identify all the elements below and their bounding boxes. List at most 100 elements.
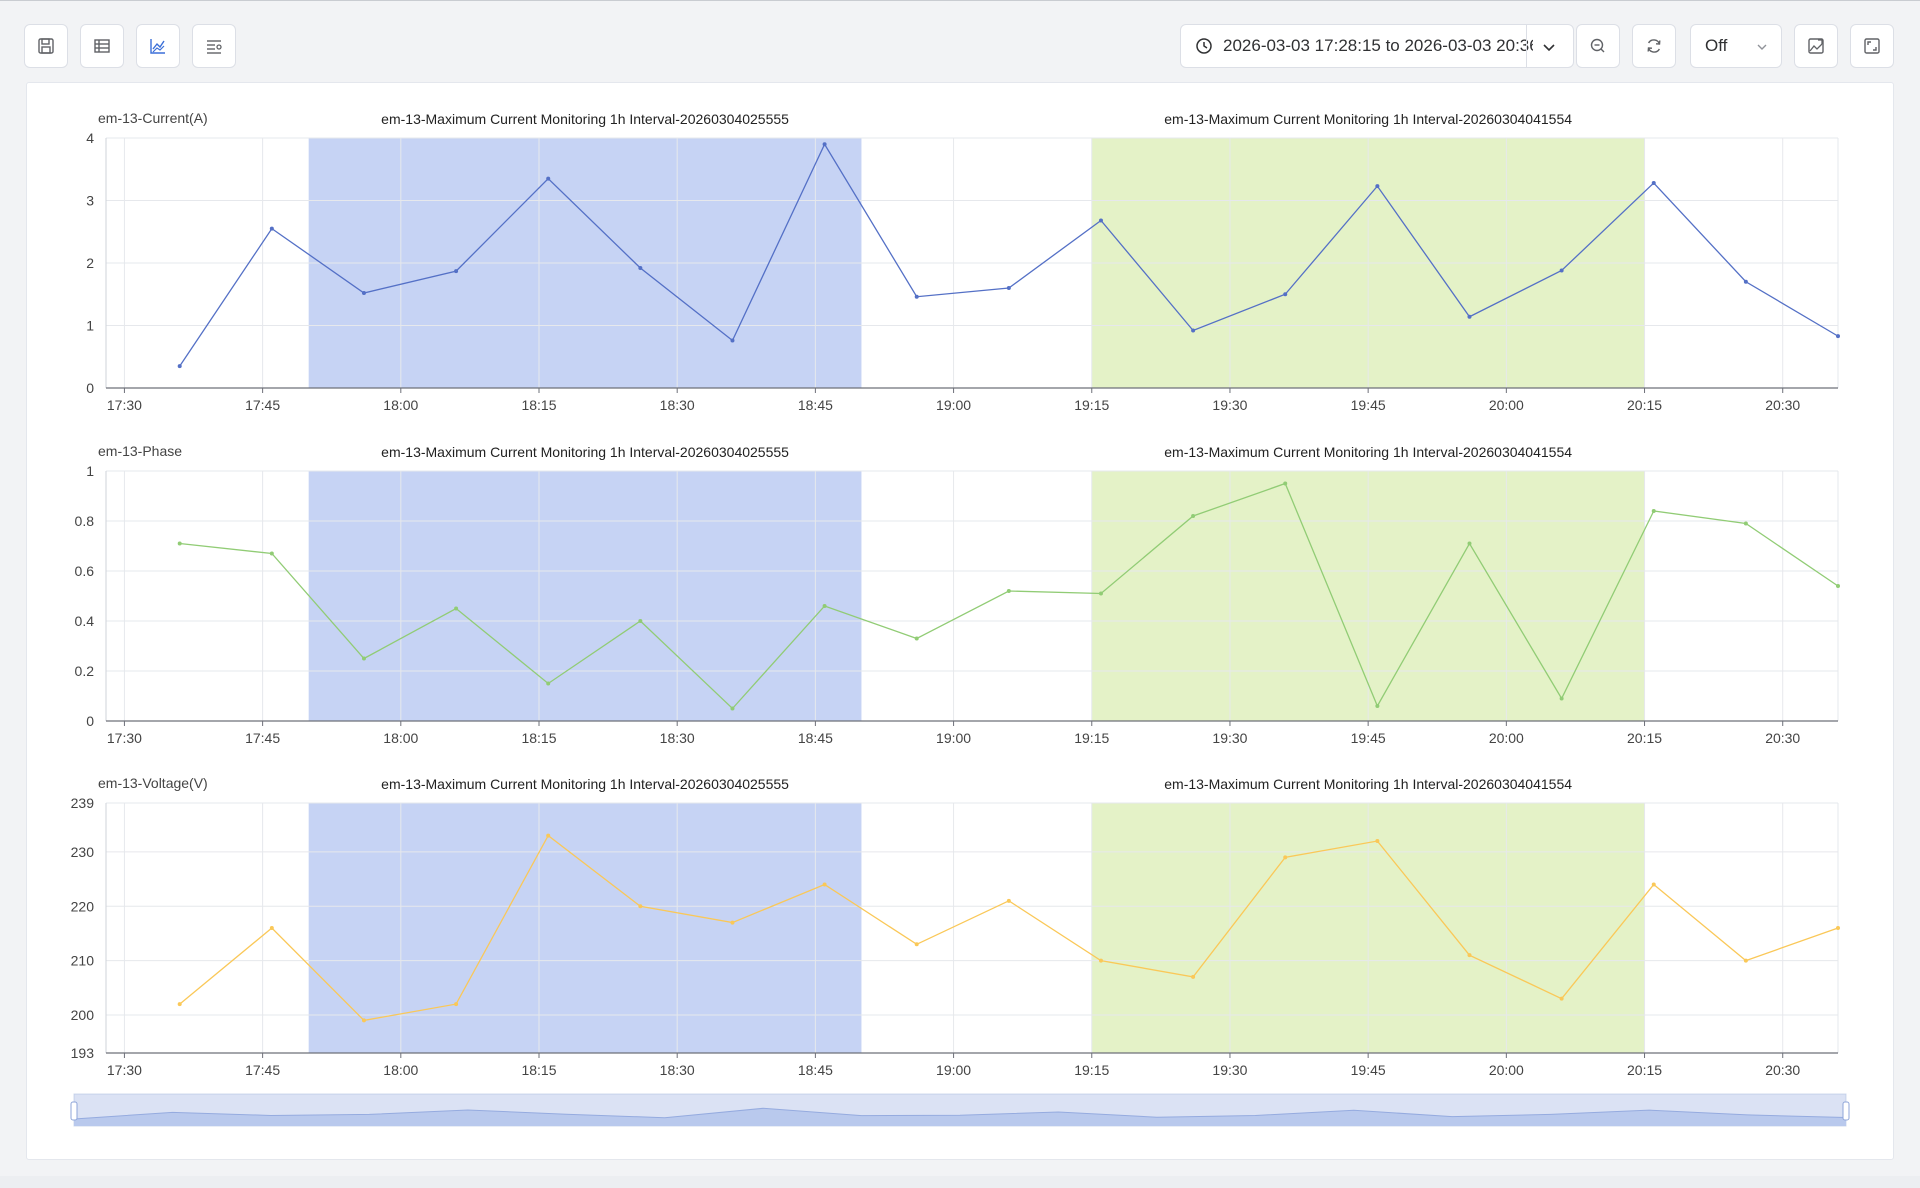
data-point	[1743, 279, 1748, 284]
data-point	[1651, 882, 1656, 887]
x-tick-label: 18:45	[798, 1062, 833, 1078]
y-tick-label: 4	[86, 130, 94, 146]
refresh-button[interactable]	[1632, 24, 1676, 68]
data-point	[914, 942, 919, 947]
y-tick-label: 210	[71, 953, 95, 969]
y-tick-label: 0.6	[75, 563, 95, 579]
data-point	[1743, 521, 1748, 526]
data-point	[730, 338, 735, 343]
fullscreen-icon	[1864, 38, 1880, 54]
clock-icon	[1196, 38, 1212, 54]
data-point	[914, 636, 919, 641]
x-tick-label: 18:15	[521, 1062, 556, 1078]
time-range-picker[interactable]: 2026-03-03 17:28:15 to 2026-03-03 20:36:…	[1180, 24, 1574, 68]
data-point	[914, 294, 919, 299]
y-axis-label: em-13-Current(A)	[98, 110, 208, 126]
x-tick-label: 19:30	[1212, 397, 1247, 413]
x-tick-label: 17:30	[107, 1062, 142, 1078]
data-point	[1098, 958, 1103, 963]
export-image-button[interactable]	[1794, 24, 1838, 68]
x-tick-label: 19:00	[936, 1062, 971, 1078]
zoom-handle-right[interactable]	[1842, 1101, 1850, 1121]
table-icon	[94, 39, 110, 53]
data-point	[1006, 898, 1011, 903]
x-tick-label: 17:30	[107, 730, 142, 746]
x-tick-label: 19:15	[1074, 397, 1109, 413]
column-settings-button[interactable]	[192, 24, 236, 68]
x-tick-label: 20:30	[1765, 1062, 1800, 1078]
x-tick-label: 19:15	[1074, 1062, 1109, 1078]
table-view-button[interactable]	[80, 24, 124, 68]
x-tick-label: 18:15	[521, 397, 556, 413]
y-tick-label: 0	[86, 713, 94, 729]
data-point	[1651, 509, 1656, 513]
data-point	[1467, 953, 1472, 958]
data-point	[638, 619, 643, 623]
y-tick-label: 193	[71, 1045, 95, 1061]
data-point	[361, 1018, 366, 1023]
y-tick-label: 0.8	[75, 513, 95, 529]
save-icon	[38, 38, 54, 54]
data-point	[546, 176, 551, 181]
data-point	[1743, 958, 1748, 963]
x-tick-label: 20:15	[1627, 1062, 1662, 1078]
data-point	[1283, 292, 1288, 297]
mark-area-label: em-13-Maximum Current Monitoring 1h Inte…	[1164, 444, 1572, 460]
x-tick-label: 20:00	[1489, 730, 1524, 746]
auto-refresh-select[interactable]: Off	[1690, 24, 1782, 68]
y-tick-label: 3	[86, 193, 94, 209]
x-tick-label: 17:45	[245, 1062, 280, 1078]
data-point	[730, 920, 735, 925]
mark-area-label: em-13-Maximum Current Monitoring 1h Inte…	[1164, 111, 1572, 127]
x-tick-label: 19:45	[1351, 730, 1386, 746]
data-point	[1006, 286, 1011, 290]
x-tick-label: 19:00	[936, 397, 971, 413]
window-top-border	[0, 0, 1920, 1]
data-point	[177, 364, 182, 369]
y-tick-label: 1	[86, 318, 94, 334]
x-tick-label: 20:15	[1627, 730, 1662, 746]
data-point	[1836, 334, 1840, 339]
data-point	[454, 1002, 459, 1007]
zoom-handle-left[interactable]	[70, 1101, 78, 1121]
x-tick-label: 19:45	[1351, 1062, 1386, 1078]
line-chart-icon	[150, 39, 165, 54]
y-axis-label: em-13-Phase	[98, 443, 182, 459]
zoom-preview-line	[73, 1107, 1847, 1120]
x-tick-label: 18:00	[383, 1062, 418, 1078]
data-point	[1098, 218, 1103, 223]
data-point	[1836, 584, 1840, 588]
data-zoom-slider[interactable]	[70, 1093, 1850, 1127]
data-point	[454, 606, 459, 611]
refresh-icon	[1647, 39, 1661, 53]
chevron-down-icon[interactable]	[1539, 37, 1559, 57]
x-tick-label: 20:00	[1489, 397, 1524, 413]
x-tick-label: 19:30	[1212, 1062, 1247, 1078]
fullscreen-button[interactable]	[1850, 24, 1894, 68]
zoom-out-button[interactable]	[1576, 24, 1620, 68]
data-point	[1006, 589, 1011, 593]
x-tick-label: 17:45	[245, 397, 280, 413]
x-tick-label: 20:00	[1489, 1062, 1524, 1078]
x-tick-label: 20:15	[1627, 397, 1662, 413]
x-tick-label: 19:30	[1212, 730, 1247, 746]
x-tick-label: 18:45	[798, 730, 833, 746]
y-tick-label: 1	[86, 463, 94, 479]
y-tick-label: 0.4	[75, 613, 95, 629]
data-point	[1559, 268, 1564, 273]
y-tick-label: 0	[86, 380, 94, 396]
chart-view-button[interactable]	[136, 24, 180, 68]
save-button[interactable]	[24, 24, 68, 68]
y-tick-label: 230	[71, 844, 95, 860]
chart-1: em-13-Maximum Current Monitoring 1h Inte…	[86, 110, 1840, 413]
data-point	[1191, 328, 1196, 333]
x-tick-label: 17:30	[107, 397, 142, 413]
data-point	[822, 882, 827, 887]
data-point	[269, 926, 274, 930]
data-point	[1375, 704, 1380, 708]
y-tick-label: 2	[86, 255, 94, 271]
data-point	[546, 833, 551, 838]
data-point	[1098, 591, 1103, 596]
data-point	[822, 604, 827, 608]
data-point	[1559, 996, 1564, 1001]
